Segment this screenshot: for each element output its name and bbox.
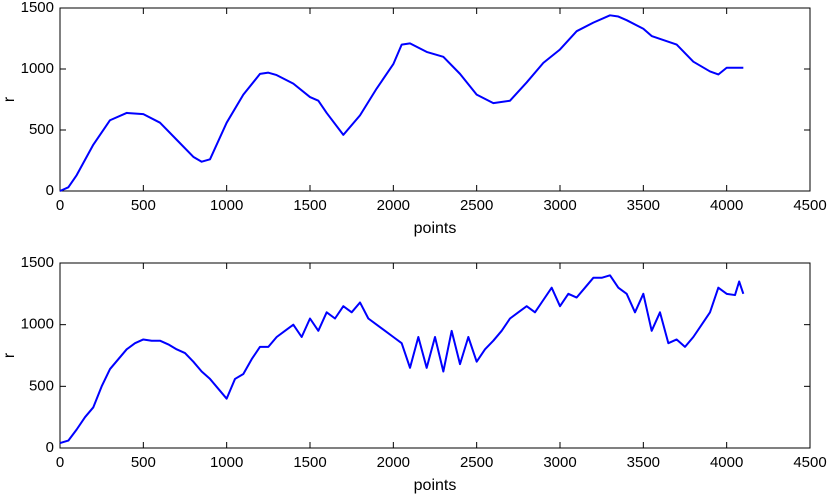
y-tick-label: 0 (46, 439, 54, 456)
x-tick-label: 1000 (210, 197, 243, 214)
x-tick-label: 1500 (293, 197, 326, 214)
x-tick-label: 3500 (627, 454, 660, 471)
y-tick-label: 1000 (21, 316, 54, 333)
y-tick-label: 1500 (21, 0, 54, 16)
x-tick-label: 4000 (710, 197, 743, 214)
x-tick-label: 4500 (793, 197, 826, 214)
x-tick-label: 1000 (210, 454, 243, 471)
x-tick-label: 2000 (377, 197, 410, 214)
y-axis-label: r (1, 96, 18, 102)
x-tick-label: 3000 (543, 197, 576, 214)
y-axis-label: r (1, 352, 18, 358)
x-tick-label: 0 (56, 197, 64, 214)
x-tick-label: 0 (56, 454, 64, 471)
x-tick-label: 2000 (377, 454, 410, 471)
x-axis-label: points (414, 477, 457, 494)
y-tick-label: 500 (29, 377, 54, 394)
x-tick-label: 2500 (460, 454, 493, 471)
plot-area (59, 7, 811, 192)
x-tick-label: 1500 (293, 454, 326, 471)
y-tick-label: 0 (46, 182, 54, 199)
x-tick-label: 4000 (710, 454, 743, 471)
x-axis-label: points (414, 220, 457, 237)
data-line (59, 14, 744, 192)
plot-area (59, 262, 811, 449)
x-tick-label: 500 (131, 197, 156, 214)
y-tick-label: 1500 (21, 254, 54, 271)
x-tick-label: 2500 (460, 197, 493, 214)
x-tick-label: 4500 (793, 454, 826, 471)
data-line (59, 274, 745, 445)
x-tick-label: 3000 (543, 454, 576, 471)
x-tick-label: 3500 (627, 197, 660, 214)
y-tick-label: 500 (29, 121, 54, 138)
x-tick-label: 500 (131, 454, 156, 471)
y-tick-label: 1000 (21, 60, 54, 77)
